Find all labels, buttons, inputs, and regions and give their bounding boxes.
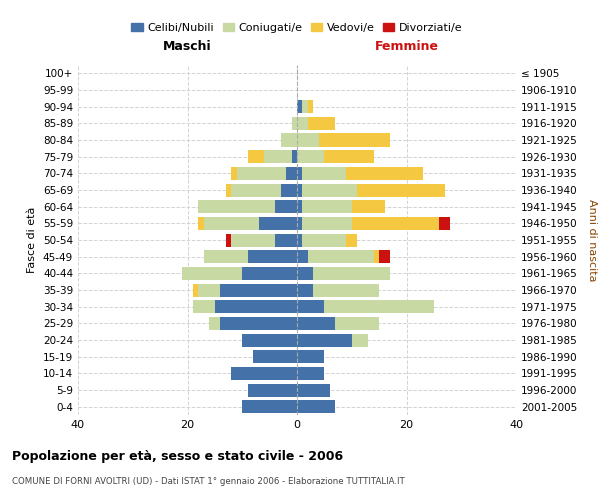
Legend: Celibi/Nubili, Coniugati/e, Vedovi/e, Divorziati/e: Celibi/Nubili, Coniugati/e, Vedovi/e, Di… [127, 18, 467, 37]
Bar [313, 284, 379, 296]
Bar [281, 184, 297, 196]
Bar [248, 150, 264, 163]
Bar [325, 300, 434, 313]
Bar [232, 367, 297, 380]
Bar [352, 217, 439, 230]
Bar [199, 284, 220, 296]
Bar [275, 234, 297, 246]
Bar [379, 250, 390, 263]
Bar [226, 234, 232, 246]
Bar [232, 167, 237, 180]
Bar [242, 334, 297, 346]
Bar [248, 250, 297, 263]
Bar [308, 100, 313, 113]
Y-axis label: Fasce di età: Fasce di età [28, 207, 37, 273]
Bar [220, 284, 297, 296]
Bar [346, 234, 357, 246]
Bar [248, 384, 297, 396]
Bar [209, 317, 220, 330]
Bar [297, 317, 335, 330]
Bar [297, 184, 302, 196]
Bar [346, 167, 423, 180]
Bar [325, 150, 374, 163]
Bar [215, 300, 297, 313]
Bar [220, 317, 297, 330]
Bar [297, 350, 325, 363]
Bar [292, 150, 297, 163]
Bar [302, 100, 308, 113]
Bar [253, 350, 297, 363]
Bar [297, 167, 302, 180]
Bar [199, 217, 204, 230]
Bar [281, 134, 297, 146]
Bar [302, 184, 357, 196]
Text: Maschi: Maschi [163, 40, 212, 54]
Bar [232, 234, 275, 246]
Bar [319, 134, 390, 146]
Bar [297, 284, 313, 296]
Bar [313, 267, 390, 280]
Bar [357, 184, 445, 196]
Bar [352, 334, 368, 346]
Bar [297, 367, 325, 380]
Bar [297, 234, 302, 246]
Bar [297, 217, 302, 230]
Bar [199, 200, 275, 213]
Bar [193, 300, 215, 313]
Bar [302, 167, 346, 180]
Bar [275, 200, 297, 213]
Bar [292, 117, 297, 130]
Bar [439, 217, 450, 230]
Bar [308, 117, 335, 130]
Bar [286, 167, 297, 180]
Bar [297, 250, 308, 263]
Bar [237, 167, 286, 180]
Bar [297, 100, 302, 113]
Bar [193, 284, 199, 296]
Bar [297, 267, 313, 280]
Bar [242, 400, 297, 413]
Bar [297, 200, 302, 213]
Y-axis label: Anni di nascita: Anni di nascita [587, 198, 597, 281]
Text: Femmine: Femmine [374, 40, 439, 54]
Bar [297, 334, 352, 346]
Bar [302, 234, 346, 246]
Bar [297, 384, 330, 396]
Bar [264, 150, 292, 163]
Bar [182, 267, 242, 280]
Bar [297, 134, 319, 146]
Bar [226, 184, 232, 196]
Bar [335, 317, 379, 330]
Bar [259, 217, 297, 230]
Bar [297, 300, 325, 313]
Bar [204, 217, 259, 230]
Bar [232, 184, 281, 196]
Text: COMUNE DI FORNI AVOLTRI (UD) - Dati ISTAT 1° gennaio 2006 - Elaborazione TUTTITA: COMUNE DI FORNI AVOLTRI (UD) - Dati ISTA… [12, 478, 405, 486]
Bar [297, 400, 335, 413]
Bar [308, 250, 374, 263]
Bar [352, 200, 385, 213]
Bar [297, 150, 325, 163]
Bar [302, 217, 352, 230]
Bar [302, 200, 352, 213]
Bar [374, 250, 379, 263]
Bar [204, 250, 248, 263]
Bar [242, 267, 297, 280]
Text: Popolazione per età, sesso e stato civile - 2006: Popolazione per età, sesso e stato civil… [12, 450, 343, 463]
Bar [297, 117, 308, 130]
